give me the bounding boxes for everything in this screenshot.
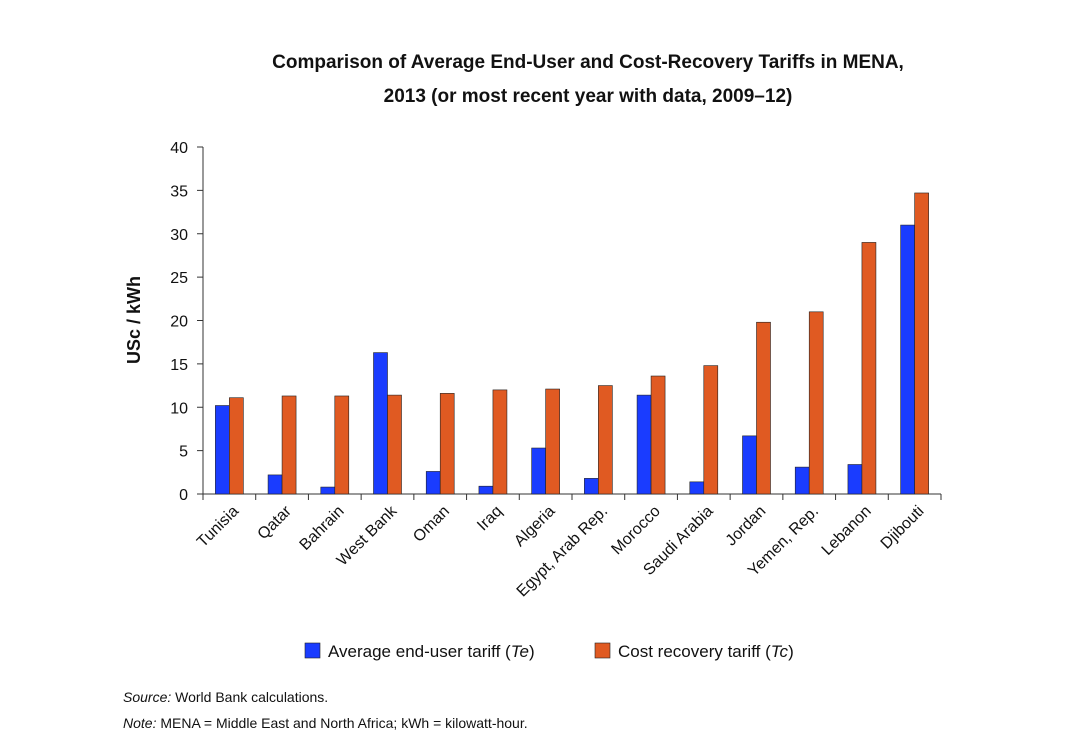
note-label: Note:	[123, 715, 157, 731]
bar-cost-recovery-tariff	[439, 393, 455, 495]
bar-end-user-tariff	[478, 485, 494, 495]
source-text: World Bank calculations.	[171, 689, 329, 705]
source-note: Source: World Bank calculations.	[123, 689, 328, 705]
bars	[215, 192, 929, 495]
y-tick-label: 20	[170, 314, 188, 331]
note-text: MENA = Middle East and North Africa; kWh…	[156, 715, 528, 731]
bar-end-user-tariff	[215, 405, 230, 495]
bar-end-user-tariff	[900, 224, 915, 495]
y-tick-label: 40	[170, 140, 188, 157]
x-tick-label: Lebanon	[819, 503, 875, 559]
y-axis-label: USc / kWh	[124, 276, 144, 364]
bar-cost-recovery-tariff	[387, 394, 402, 495]
bar-cost-recovery-tariff	[756, 321, 771, 495]
note: Note: MENA = Middle East and North Afric…	[123, 715, 528, 731]
bar-end-user-tariff	[531, 447, 546, 495]
bar-cost-recovery-tariff	[598, 385, 613, 495]
source-label: Source:	[123, 689, 172, 705]
y-tick-label: 35	[170, 183, 188, 200]
x-tick-label: Tunisia	[194, 503, 242, 551]
chart-title-line-2: 2013 (or most recent year with data, 200…	[384, 86, 793, 107]
bar-cost-recovery-tariff	[281, 395, 297, 495]
y-tick-label: 5	[179, 444, 188, 461]
y-tick-label: 30	[170, 227, 188, 244]
bar-end-user-tariff	[425, 471, 441, 495]
legend-swatch-cost-recovery	[594, 642, 611, 659]
legend: Average end-user tariff (Te) Cost recover…	[304, 642, 794, 661]
y-tick-label: 10	[170, 400, 188, 417]
bar-end-user-tariff	[794, 466, 810, 495]
y-tick-label: 0	[179, 487, 188, 504]
bar-end-user-tariff	[267, 474, 283, 495]
bar-cost-recovery-tariff	[492, 389, 508, 495]
bar-end-user-tariff	[847, 464, 863, 495]
bar-cost-recovery-tariff	[334, 395, 350, 495]
bar-cost-recovery-tariff	[229, 397, 244, 495]
bar-end-user-tariff	[689, 481, 705, 495]
x-tick-label: Bahrain	[297, 503, 348, 554]
legend-label-cost-recovery: Cost recovery tariff (Tc)	[618, 642, 794, 661]
chart-title: Comparison of Average End-User and Cost-…	[272, 52, 904, 107]
y-tick-label: 15	[170, 357, 188, 374]
x-tick-label: Egypt, Arab Rep.	[514, 503, 612, 601]
x-tick-label: Algeria	[511, 503, 558, 550]
bar-cost-recovery-tariff	[545, 388, 560, 495]
legend-swatch-end-user	[304, 642, 321, 659]
chart-title-line-1: Comparison of Average End-User and Cost-…	[272, 52, 904, 73]
x-axis	[202, 493, 942, 500]
bar-cost-recovery-tariff	[703, 365, 719, 495]
chart: Comparison of Average End-User and Cost-…	[124, 52, 942, 661]
x-tick-label: Jordan	[723, 503, 770, 550]
x-tick-label: Morocco	[608, 503, 663, 558]
x-tick-label: Oman	[410, 503, 453, 546]
x-tick-label: Iraq	[474, 503, 506, 535]
legend-label-end-user: Average end-user tariff (Te)	[328, 642, 535, 661]
bar-end-user-tariff	[584, 478, 599, 495]
bar-end-user-tariff	[320, 486, 336, 495]
bar-end-user-tariff	[636, 394, 652, 495]
bar-cost-recovery-tariff	[861, 242, 877, 495]
bar-end-user-tariff	[373, 352, 388, 495]
y-tick-label: 25	[170, 270, 188, 287]
bar-cost-recovery-tariff	[650, 375, 666, 495]
bar-cost-recovery-tariff	[808, 311, 824, 495]
bar-end-user-tariff	[742, 435, 757, 495]
bar-cost-recovery-tariff	[914, 192, 929, 495]
x-tick-label: Djibouti	[878, 503, 928, 553]
x-tick-label: Qatar	[255, 502, 296, 543]
y-axis: 0 5 10 15 20 25 30 35 40	[170, 140, 204, 504]
